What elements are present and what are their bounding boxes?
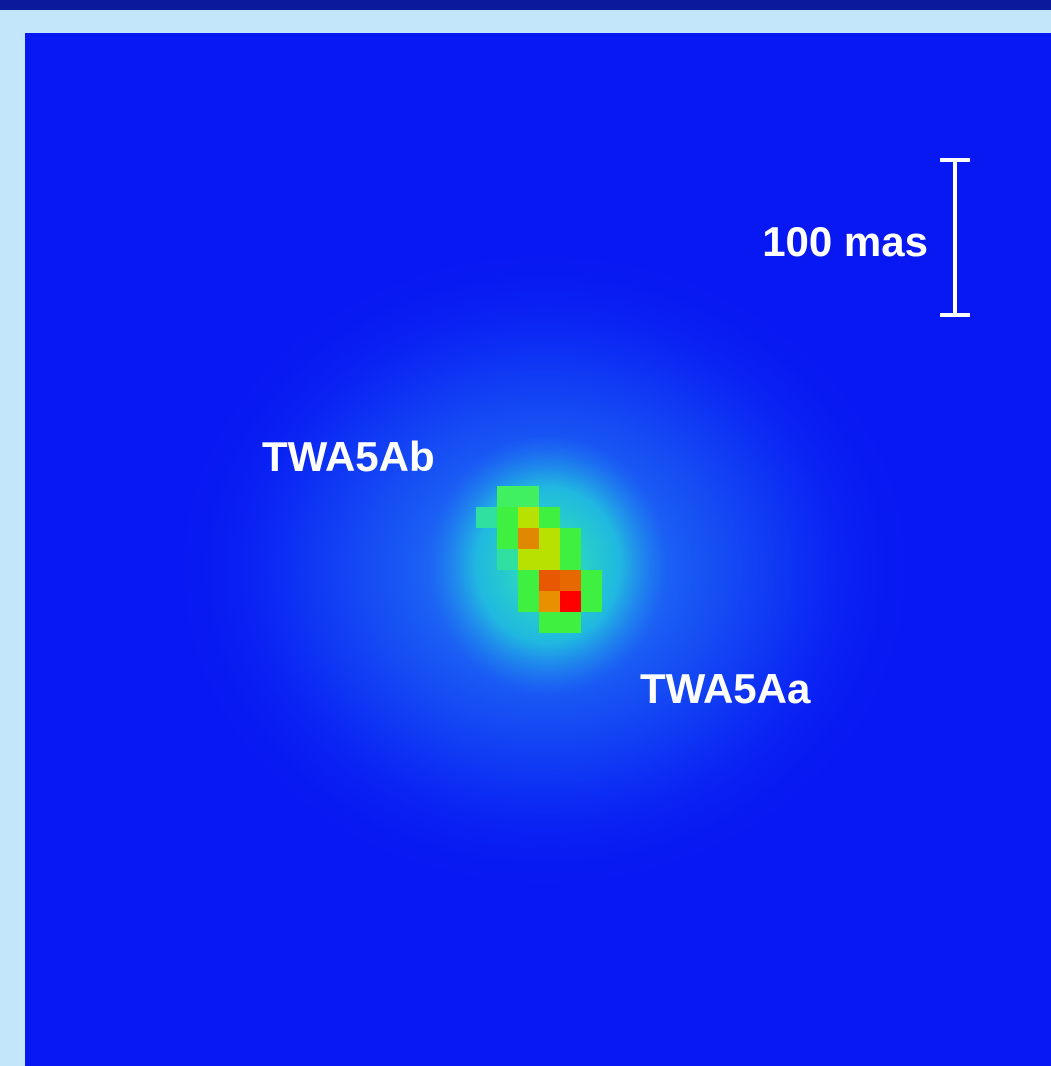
pixel [518, 570, 539, 591]
pixel [497, 549, 518, 570]
pixel [539, 507, 560, 528]
pixel [497, 486, 518, 507]
figure: 100 mas TWA5Ab TWA5Aa [0, 0, 1051, 1066]
star-label: TWA5Aa [640, 665, 811, 712]
pixel [518, 528, 539, 549]
pixel [539, 612, 560, 633]
pixel [539, 549, 560, 570]
pixel [560, 549, 581, 570]
pixel [497, 528, 518, 549]
page: 100 mas TWA5Ab TWA5Aa (() => { const dat… [0, 0, 1051, 1066]
pixel [476, 507, 497, 528]
pixel [539, 570, 560, 591]
pixel [581, 591, 602, 612]
pixel [518, 486, 539, 507]
pixel [539, 528, 560, 549]
pixel [518, 549, 539, 570]
top-strip [0, 0, 1051, 10]
pixel [581, 570, 602, 591]
pixel [518, 591, 539, 612]
pixel [518, 507, 539, 528]
pixel [560, 612, 581, 633]
star-label: TWA5Ab [262, 433, 435, 480]
pixel [560, 528, 581, 549]
pixel [539, 591, 560, 612]
pixel [560, 570, 581, 591]
pixel [497, 507, 518, 528]
pixel [560, 591, 581, 612]
scale-label: 100 mas [762, 218, 928, 265]
